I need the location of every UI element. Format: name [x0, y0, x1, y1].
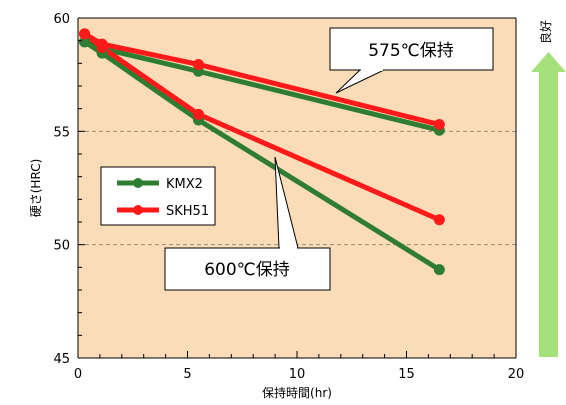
legend: KMX2 SKH51: [100, 166, 216, 226]
legend-label: SKH51: [166, 204, 209, 219]
callout-575: 575℃保持: [329, 27, 494, 94]
x-ticks: 0 5 10 15 20: [74, 351, 524, 382]
y-axis-title: 硬さ(HRC): [29, 159, 43, 218]
data-point: [96, 41, 108, 53]
x-tick-label: 15: [398, 367, 415, 382]
good-arrow-head-icon: [531, 52, 566, 72]
x-tick-label: 5: [183, 367, 191, 382]
y-tick-label: 50: [53, 239, 70, 254]
callout-600-box: [164, 247, 331, 291]
data-point: [433, 119, 445, 131]
y-tick-label: 55: [53, 125, 70, 140]
axes: [77, 17, 517, 359]
data-point: [192, 58, 204, 70]
good-label: 良好: [538, 20, 553, 44]
data-point: [79, 28, 91, 40]
x-tick-label: 0: [74, 367, 82, 382]
x-axis-title: 保持時間(hr): [262, 385, 332, 400]
data-point: [433, 264, 445, 276]
series-lines: [82, 31, 442, 273]
x-tick-label: 10: [289, 367, 306, 382]
legend-label: KMX2: [166, 177, 203, 192]
legend-swatch-marker: [133, 178, 143, 188]
good-indicator: 良好: [531, 20, 566, 357]
series-line-3: [82, 31, 442, 223]
y-ticks: 45 50 55 60: [53, 12, 85, 367]
data-point: [192, 108, 204, 120]
callout-575-label: 575℃保持: [368, 41, 454, 61]
data-point: [433, 214, 445, 226]
y-tick-label: 60: [53, 12, 70, 27]
legend-swatch-marker: [133, 205, 143, 215]
x-tick-label: 20: [508, 367, 525, 382]
callout-600-label: 600℃保持: [204, 260, 290, 280]
callout-600: 600℃保持: [164, 156, 331, 291]
callout-575-box: [329, 27, 494, 71]
good-arrow-shaft: [539, 68, 558, 357]
y-tick-label: 45: [53, 352, 70, 367]
series-line-2: [82, 39, 442, 273]
data-points: [79, 28, 445, 276]
legend-box: [100, 166, 216, 226]
